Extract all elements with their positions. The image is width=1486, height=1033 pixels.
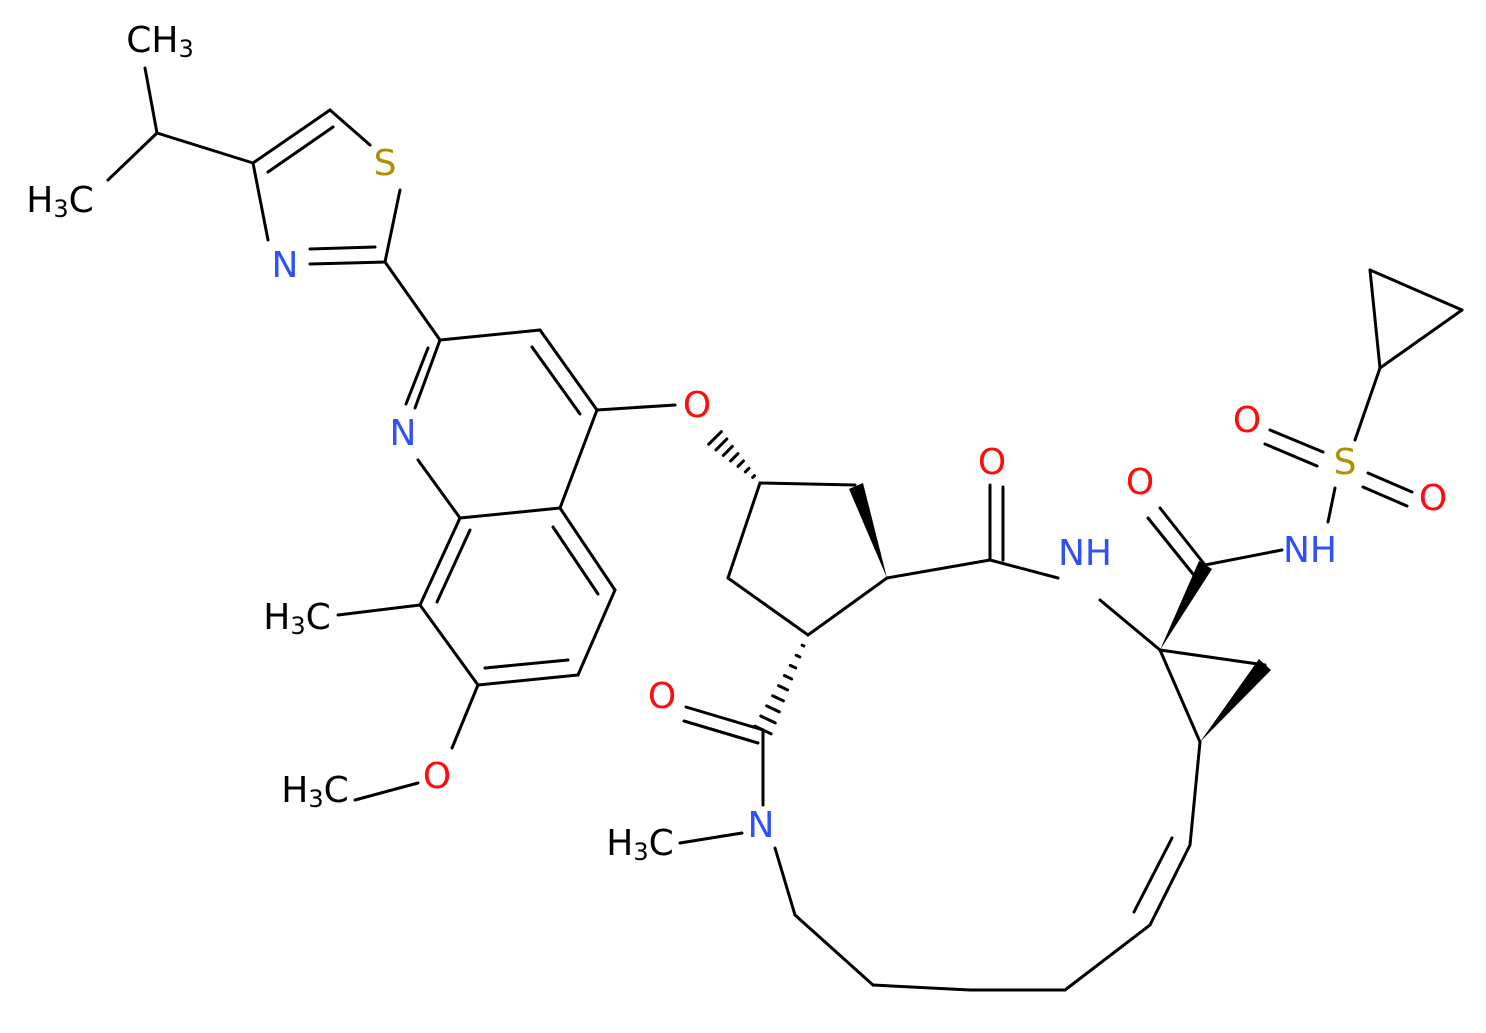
- atom-label: O: [978, 442, 1006, 483]
- atom-label: O: [648, 676, 676, 717]
- atom-label: O: [1419, 478, 1447, 519]
- atom-label: N: [748, 805, 775, 846]
- atom-label: NH: [1283, 530, 1337, 571]
- atom-label: N: [272, 245, 299, 286]
- atom-label: CH3: [126, 20, 194, 64]
- hash: [771, 694, 785, 703]
- hash: [729, 452, 740, 463]
- hash: [751, 474, 756, 479]
- hash: [782, 674, 794, 681]
- atom-labels: CH3 H3C S N N O H3C O H3C O NH O N H3C O…: [26, 20, 1447, 867]
- wedges: [849, 483, 1271, 742]
- atom-label: S: [374, 143, 397, 184]
- hashed-wedges: [707, 430, 806, 736]
- hash: [743, 466, 751, 474]
- atom-label: O: [683, 385, 711, 426]
- atom-label: O: [1126, 462, 1154, 503]
- hash: [794, 653, 802, 659]
- atom-label: H3C: [263, 597, 331, 641]
- hash: [776, 684, 790, 692]
- atom-label: N: [390, 413, 417, 454]
- hash: [721, 444, 734, 457]
- atom-label: S: [1334, 442, 1357, 483]
- atom-label: O: [1233, 400, 1261, 441]
- atom-label: O: [423, 756, 451, 797]
- atom-label: H3C: [26, 180, 94, 224]
- hash: [788, 663, 798, 670]
- bonds: [106, 66, 1464, 992]
- atom-label: H3C: [606, 823, 674, 867]
- hash: [714, 437, 729, 452]
- hash: [736, 459, 745, 468]
- hash: [753, 724, 773, 736]
- atom-label: H3C: [281, 770, 349, 814]
- hash: [800, 643, 806, 648]
- hash: [759, 714, 777, 725]
- atom-label: NH: [1058, 533, 1112, 574]
- hash: [765, 704, 781, 714]
- hash: [707, 430, 723, 446]
